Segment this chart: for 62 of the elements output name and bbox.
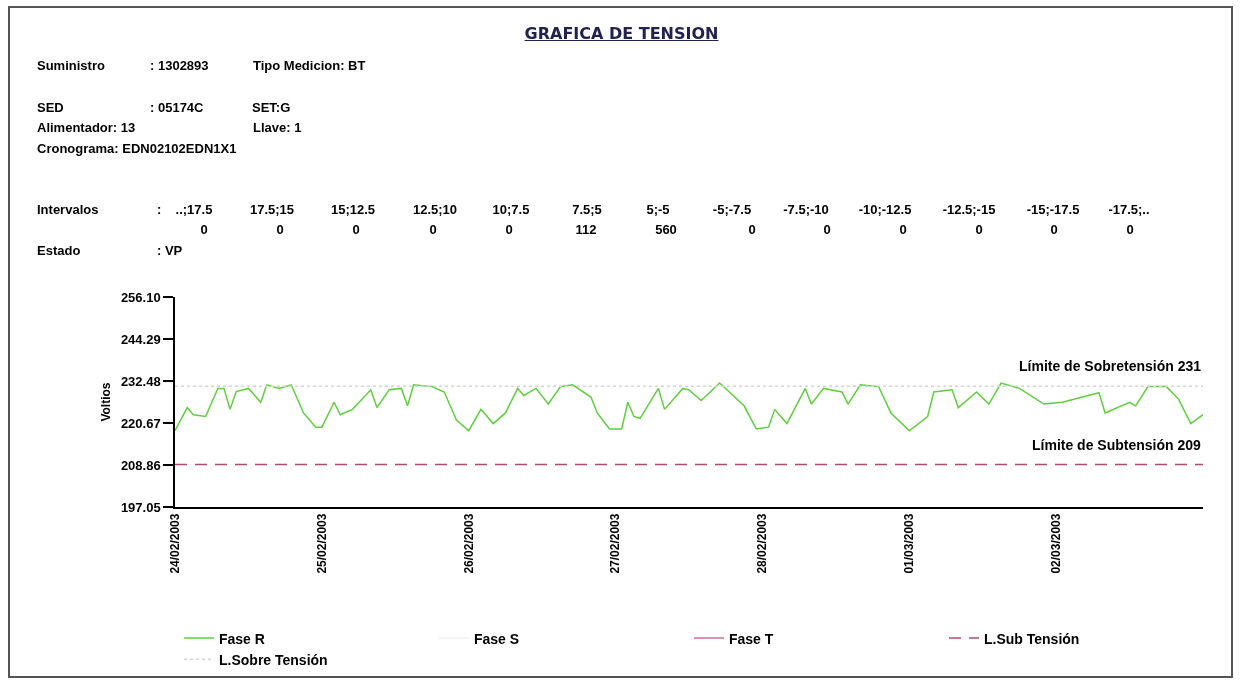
text: Llave: 1 <box>253 120 302 136</box>
y-tick-label: 256.10 <box>120 289 161 305</box>
text: -7.5;-10 <box>783 202 829 218</box>
text: Intervalos <box>37 202 99 218</box>
text: ..;17.5 <box>175 202 213 218</box>
y-tick-label: 244.29 <box>120 331 161 347</box>
text: 10;7.5 <box>492 202 530 218</box>
text: SED <box>37 100 64 116</box>
text: Cronograma: EDN02102EDN1X1 <box>37 141 237 157</box>
text: 17.5;15 <box>249 202 295 218</box>
annotation: Límite de Subtensión 209 <box>1032 437 1202 453</box>
y-tick-label: 208.86 <box>120 457 161 473</box>
text: 0 <box>1126 222 1134 238</box>
y-tick-label: 232.48 <box>120 373 161 389</box>
text: 0 <box>975 222 983 238</box>
line-series <box>175 382 1203 432</box>
x-tick-label: 27/02/2003 <box>608 513 623 574</box>
x-tick-label: 28/02/2003 <box>755 513 770 574</box>
x-tick-label: 24/02/2003 <box>167 513 182 574</box>
text: 0 <box>352 222 360 238</box>
text: 0 <box>429 222 437 238</box>
legend-label: Fase T <box>729 630 774 647</box>
text: 0 <box>1050 222 1058 238</box>
text: 0 <box>276 222 284 238</box>
text: 560 <box>655 222 677 238</box>
x-tick-label: 25/02/2003 <box>314 513 329 574</box>
text: : 05174C <box>150 100 204 116</box>
text: Suministro <box>37 58 105 74</box>
text: Alimentador: 13 <box>37 120 136 136</box>
text: 12.5;10 <box>412 202 458 218</box>
text: 7.5;5 <box>572 202 602 218</box>
text: 0 <box>899 222 907 238</box>
text: : 1302893 <box>150 58 209 74</box>
text: SET:G <box>252 100 291 116</box>
legend-label: L.Sub Tensión <box>984 630 1080 647</box>
text: : VP <box>157 243 183 259</box>
chart-title: GRAFICA DE TENSION <box>524 24 719 43</box>
text: 0 <box>748 222 756 238</box>
text: -15;-17.5 <box>1026 202 1080 218</box>
x-tick-label: 02/03/2003 <box>1049 513 1064 574</box>
text: 15;12.5 <box>330 202 376 218</box>
legend-label: Fase S <box>474 630 520 647</box>
x-tick-label: 01/03/2003 <box>902 513 917 574</box>
y-tick-label: 197.05 <box>120 499 161 515</box>
text: 0 <box>200 222 208 238</box>
text: 5;-5 <box>646 202 670 218</box>
text: -17.5;.. <box>1108 202 1150 218</box>
text: : <box>157 202 162 218</box>
legend-label: L.Sobre Tensión <box>219 651 328 668</box>
text: -10;-12.5 <box>858 202 912 218</box>
legend-label: Fase R <box>219 630 265 647</box>
text: 112 <box>575 222 597 238</box>
y-axis-title: Voltios <box>98 382 113 422</box>
annotation: Límite de Sobretensión 231 <box>1019 358 1202 374</box>
text: 0 <box>505 222 513 238</box>
text: -12.5;-15 <box>942 202 996 218</box>
y-tick-label: 220.67 <box>120 415 161 431</box>
text: Tipo Medicion: BT <box>253 58 366 74</box>
text: 0 <box>823 222 831 238</box>
text: -5;-7.5 <box>712 202 752 218</box>
text: Estado <box>37 243 81 259</box>
x-tick-label: 26/02/2003 <box>461 513 476 574</box>
